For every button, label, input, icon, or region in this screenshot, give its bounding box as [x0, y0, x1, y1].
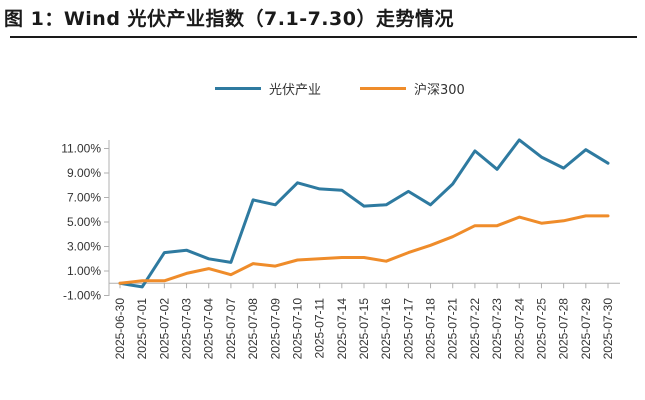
x-tick-label: 2025-07-18 — [424, 298, 438, 360]
x-tick-label: 2025-07-02 — [157, 298, 171, 360]
data-point-hs300 — [318, 257, 321, 260]
data-point-pv — [141, 285, 144, 288]
data-point-pv — [385, 203, 388, 206]
legend-swatch-pv — [215, 87, 261, 90]
y-tick-label: 11.00% — [61, 142, 101, 156]
data-point-pv — [518, 138, 521, 141]
data-point-pv — [540, 156, 543, 159]
y-tick-label: 1.00% — [67, 264, 101, 278]
x-tick-label: 2025-07-17 — [401, 298, 415, 360]
x-tick-label: 2025-07-15 — [357, 298, 371, 360]
y-tick-label: 7.00% — [67, 191, 101, 205]
figure-title: 图 1：Wind 光伏产业指数（7.1-7.30）走势情况 — [4, 8, 454, 30]
x-tick-label: 2025-07-22 — [468, 298, 482, 360]
data-point-hs300 — [518, 216, 521, 219]
data-point-hs300 — [163, 279, 166, 282]
data-point-hs300 — [473, 224, 476, 227]
data-point-hs300 — [584, 214, 587, 217]
legend-swatch-hs300 — [360, 87, 406, 90]
data-point-hs300 — [229, 273, 232, 276]
x-tick-label: 2025-07-04 — [202, 298, 216, 360]
data-point-pv — [607, 162, 610, 165]
y-tick-label: -1.00% — [63, 289, 101, 303]
x-tick-label: 2025-07-23 — [490, 298, 504, 360]
series-line-hs300 — [118, 214, 610, 285]
data-point-pv — [584, 148, 587, 151]
data-point-hs300 — [540, 222, 543, 225]
x-tick-label: 2025-07-08 — [246, 298, 260, 360]
data-point-pv — [318, 187, 321, 190]
data-point-pv — [185, 249, 188, 252]
x-tick-label: 2025-07-03 — [180, 298, 194, 360]
data-point-hs300 — [141, 279, 144, 282]
data-point-pv — [451, 183, 454, 186]
data-point-pv — [429, 203, 432, 206]
title-divider — [10, 36, 637, 38]
data-point-hs300 — [496, 224, 499, 227]
legend-label-hs300: 沪深300 — [414, 83, 465, 98]
data-point-hs300 — [340, 256, 343, 259]
x-tick-label: 2025-07-30 — [601, 298, 615, 360]
x-tick-label: 2025-07-01 — [135, 298, 149, 360]
data-point-hs300 — [429, 244, 432, 247]
data-point-hs300 — [119, 282, 122, 285]
data-point-pv — [163, 251, 166, 254]
x-tick-label: 2025-07-24 — [512, 298, 526, 360]
chart-legend: 光伏产业 沪深300 — [0, 79, 645, 99]
data-point-hs300 — [296, 258, 299, 261]
x-tick-label: 2025-07-11 — [313, 298, 327, 359]
legend-item-pv: 光伏产业 — [215, 79, 321, 98]
data-point-hs300 — [185, 272, 188, 275]
data-point-pv — [407, 190, 410, 193]
data-point-hs300 — [385, 260, 388, 263]
data-point-hs300 — [252, 262, 255, 265]
data-point-hs300 — [562, 219, 565, 222]
legend-item-hs300: 沪深300 — [360, 79, 465, 98]
x-tick-label: 2025-07-21 — [446, 298, 460, 360]
y-tick-label: 3.00% — [67, 240, 101, 254]
data-point-hs300 — [363, 256, 366, 259]
x-tick-label: 2025-07-16 — [379, 298, 393, 360]
data-point-pv — [562, 167, 565, 170]
y-tick-label: 9.00% — [67, 166, 101, 180]
series-line-pv — [118, 138, 610, 289]
data-point-pv — [496, 168, 499, 171]
x-tick-label: 2025-07-09 — [268, 298, 282, 360]
x-tick-label: 2025-07-07 — [224, 298, 238, 360]
data-point-pv — [473, 149, 476, 152]
x-tick-label: 2025-07-10 — [290, 298, 304, 360]
data-point-pv — [340, 189, 343, 192]
x-tick-label: 2025-07-25 — [534, 298, 548, 360]
x-tick-label: 2025-07-29 — [579, 298, 593, 360]
data-point-pv — [296, 181, 299, 184]
legend-label-pv: 光伏产业 — [269, 83, 322, 98]
data-point-pv — [252, 198, 255, 201]
data-point-pv — [274, 203, 277, 206]
data-point-hs300 — [451, 235, 454, 238]
x-tick-label: 2025-07-28 — [557, 298, 571, 360]
x-tick-label: 2025-07-14 — [335, 298, 349, 360]
data-point-pv — [363, 205, 366, 208]
data-point-pv — [229, 261, 232, 264]
data-point-pv — [207, 257, 210, 260]
x-tick-label: 2025-06-30 — [113, 298, 127, 360]
y-tick-label: 5.00% — [67, 215, 101, 229]
data-point-hs300 — [407, 251, 410, 254]
data-point-hs300 — [607, 214, 610, 217]
data-point-hs300 — [274, 265, 277, 268]
data-point-hs300 — [207, 267, 210, 270]
